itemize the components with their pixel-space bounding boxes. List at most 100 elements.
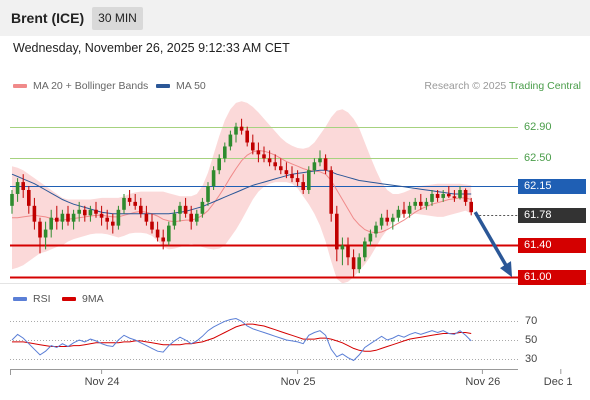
- candle-body: [167, 225, 171, 242]
- candle-body: [435, 193, 440, 198]
- candle-body: [402, 209, 406, 214]
- legend-rsi: RSI: [13, 293, 51, 305]
- rsi-tick-30: 30: [525, 352, 538, 365]
- candle-body: [391, 217, 395, 222]
- candle-body: [301, 182, 305, 190]
- candle-body: [172, 213, 177, 226]
- candle-body: [195, 213, 199, 222]
- candle-body: [458, 190, 462, 198]
- candle-body: [200, 201, 205, 214]
- candle-body: [55, 217, 59, 222]
- rsi-panel: [10, 317, 518, 362]
- level-label-61.40: 61.40: [518, 238, 586, 253]
- candle-body: [49, 217, 53, 230]
- credit: Research © 2025 Trading Central: [424, 80, 581, 92]
- x-label: Nov 24: [84, 376, 120, 388]
- candle-body: [178, 205, 182, 214]
- candle-body: [307, 170, 311, 190]
- credit-prefix: Research © 2025: [424, 80, 510, 92]
- candle-body: [228, 134, 233, 147]
- candle-body: [447, 193, 451, 197]
- level-lines: [10, 127, 518, 279]
- level-label-62.50: 62.50: [524, 152, 552, 164]
- candle-body: [111, 221, 115, 226]
- rsi-line: [11, 317, 472, 362]
- candle-body: [463, 190, 468, 202]
- candle-body: [150, 221, 154, 230]
- legend-ma50: MA 50: [156, 80, 206, 92]
- candle-body: [374, 225, 378, 234]
- candle-body: [379, 217, 384, 226]
- candle-body: [256, 150, 261, 155]
- rsi-ma-line: [12, 323, 472, 352]
- candle-body: [385, 217, 389, 222]
- rsi-tick-70: 70: [525, 314, 538, 327]
- candle-body: [284, 170, 289, 175]
- candle-body: [340, 245, 345, 250]
- candle-body: [407, 205, 412, 214]
- candle-body: [139, 205, 143, 214]
- candle-body: [368, 233, 373, 242]
- ma20-line: [12, 149, 472, 234]
- candle-body: [273, 162, 277, 167]
- forecast-line: [473, 211, 509, 268]
- candle-body: [262, 154, 266, 159]
- candle-body: [206, 186, 210, 202]
- candle-body: [469, 201, 473, 213]
- ma50-line: [11, 169, 472, 215]
- candle-body: [83, 209, 87, 216]
- level-label-62.90: 62.90: [524, 121, 552, 133]
- candle-body: [60, 213, 65, 222]
- candle-body: [279, 166, 283, 171]
- x-label: Dec 1: [543, 376, 573, 388]
- rsi-swatch: [13, 297, 27, 301]
- candles: [10, 118, 473, 278]
- forecast-arrowhead: [500, 261, 512, 278]
- candle-body: [430, 193, 434, 202]
- candle-body: [329, 170, 333, 214]
- timestamp: Wednesday, November 26, 2025 9:12:33 AM …: [13, 41, 290, 55]
- candle-body: [15, 182, 20, 194]
- rsi-legend-label: RSI: [33, 293, 51, 305]
- ma20-label: MA 20 + Bollinger Bands: [33, 80, 149, 92]
- rsi-tick-50: 50: [525, 333, 538, 346]
- level-label-62.15: 62.15: [518, 179, 586, 194]
- candle-body: [323, 158, 328, 171]
- candle-body: [127, 197, 132, 202]
- ma20-swatch: [13, 84, 27, 88]
- timeframe-badge[interactable]: 30 MIN: [92, 7, 143, 30]
- candle-body: [155, 229, 160, 238]
- candle-body: [189, 213, 193, 222]
- candle-body: [318, 158, 322, 163]
- candle-body: [223, 146, 227, 159]
- candle-body: [452, 196, 457, 198]
- level-label-61.78: 61.78: [518, 208, 586, 223]
- candle-body: [21, 182, 25, 190]
- candle-body: [10, 193, 14, 206]
- candle-body: [357, 257, 361, 270]
- candle-body: [183, 205, 188, 214]
- credit-brand: Trading Central: [509, 80, 581, 92]
- candle-body: [441, 193, 445, 198]
- candle-body: [133, 201, 137, 206]
- candle-body: [251, 142, 255, 151]
- legend-ma20: MA 20 + Bollinger Bands: [13, 80, 148, 92]
- candle-body: [351, 257, 356, 270]
- candle-body: [363, 241, 367, 258]
- forecast-arrow: [473, 211, 512, 278]
- candle-body: [346, 245, 350, 258]
- bollinger-band: [12, 101, 472, 284]
- candle-body: [144, 213, 149, 222]
- level-label-61.00: 61.00: [518, 270, 586, 285]
- candle-body: [161, 237, 165, 242]
- instrument-title: Brent (ICE): [11, 10, 85, 26]
- ma50-label: MA 50: [176, 80, 206, 92]
- candle-body: [239, 126, 244, 131]
- candle-body: [295, 178, 300, 183]
- candle-body: [211, 170, 216, 187]
- candle-body: [66, 213, 70, 222]
- ma50-swatch: [156, 84, 170, 88]
- candle-body: [99, 213, 104, 218]
- candle-body: [413, 201, 417, 206]
